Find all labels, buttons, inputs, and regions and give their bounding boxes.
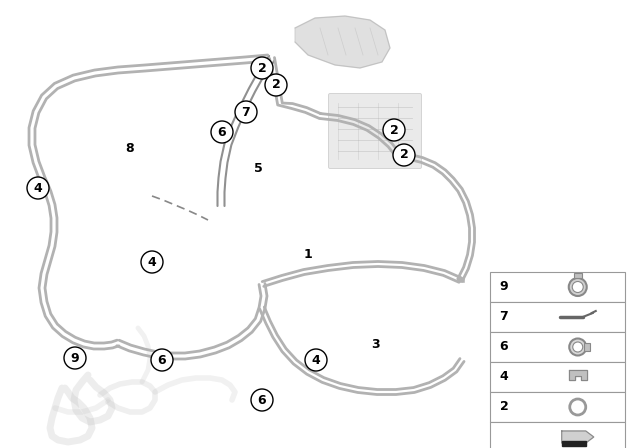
- Circle shape: [27, 177, 49, 199]
- Circle shape: [572, 281, 583, 293]
- Text: 275264: 275264: [542, 437, 582, 447]
- Text: 2: 2: [500, 401, 508, 414]
- Circle shape: [573, 342, 583, 352]
- FancyBboxPatch shape: [328, 94, 422, 168]
- Text: 6: 6: [500, 340, 508, 353]
- Bar: [490, 362, 625, 392]
- Polygon shape: [295, 16, 390, 68]
- Bar: [490, 272, 625, 302]
- Text: 3: 3: [371, 339, 380, 352]
- Text: 2: 2: [258, 61, 266, 74]
- Circle shape: [211, 121, 233, 143]
- Text: 6: 6: [258, 393, 266, 406]
- Bar: [490, 422, 625, 448]
- Bar: [490, 332, 625, 362]
- Circle shape: [235, 101, 257, 123]
- Circle shape: [251, 57, 273, 79]
- Bar: [490, 392, 625, 422]
- Text: 6: 6: [157, 353, 166, 366]
- Polygon shape: [569, 370, 587, 380]
- Circle shape: [251, 389, 273, 411]
- Circle shape: [265, 74, 287, 96]
- Text: 9: 9: [500, 280, 508, 293]
- Text: 8: 8: [125, 142, 134, 155]
- Circle shape: [570, 399, 586, 415]
- Text: 4: 4: [34, 181, 42, 194]
- Circle shape: [64, 347, 86, 369]
- Circle shape: [569, 278, 587, 296]
- Polygon shape: [562, 441, 586, 446]
- Circle shape: [569, 339, 586, 356]
- Circle shape: [383, 119, 405, 141]
- Polygon shape: [562, 431, 594, 443]
- Circle shape: [151, 349, 173, 371]
- Text: 9: 9: [70, 352, 79, 365]
- Text: 4: 4: [148, 255, 156, 268]
- Text: 1: 1: [303, 249, 312, 262]
- Text: 2: 2: [271, 78, 280, 91]
- Text: 2: 2: [399, 148, 408, 161]
- Text: 7: 7: [500, 310, 508, 323]
- Text: 7: 7: [242, 105, 250, 119]
- Bar: [584, 343, 589, 351]
- Text: 4: 4: [500, 370, 508, 383]
- Text: 4: 4: [312, 353, 321, 366]
- Text: 2: 2: [390, 124, 398, 137]
- Bar: [490, 302, 625, 332]
- Bar: [573, 273, 582, 278]
- Text: 6: 6: [218, 125, 227, 138]
- Circle shape: [141, 251, 163, 273]
- Circle shape: [393, 144, 415, 166]
- Text: 5: 5: [253, 161, 262, 175]
- Circle shape: [305, 349, 327, 371]
